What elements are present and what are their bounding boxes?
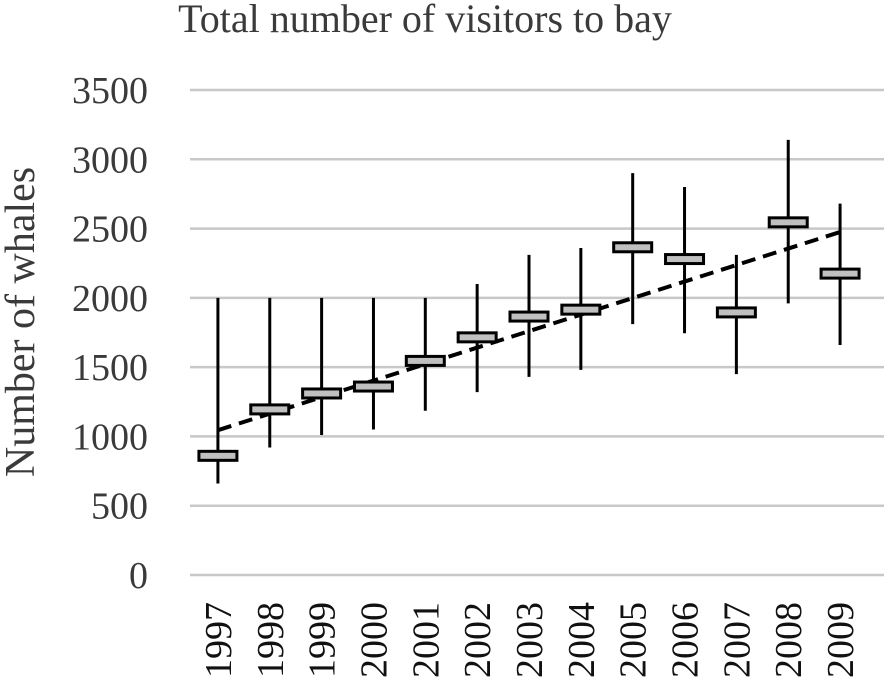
boxes (197, 216, 861, 462)
x-tick-label: 1999 (302, 602, 344, 678)
box (560, 303, 602, 316)
x-tick-label: 1997 (198, 602, 240, 678)
x-tick-label: 1998 (250, 602, 292, 678)
x-tick-label: 2007 (716, 602, 758, 678)
y-axis-label: Number of whales (0, 167, 44, 477)
box (249, 403, 291, 416)
gridlines (190, 88, 884, 577)
box (715, 306, 757, 319)
box (767, 216, 809, 229)
box (819, 267, 861, 280)
y-tick-label: 2000 (72, 278, 148, 320)
x-tick-label: 2003 (509, 602, 551, 678)
y-tick-label: 3000 (72, 139, 148, 181)
y-tick-label: 3500 (72, 70, 148, 112)
x-tick-label: 2008 (768, 602, 810, 678)
y-tick-labels: 0 500 1000 1500 2000 2500 3000 3500 (72, 70, 148, 597)
y-tick-label: 2500 (72, 209, 148, 251)
x-tick-label: 2009 (820, 602, 862, 678)
y-tick-label: 1500 (72, 347, 148, 389)
y-tick-label: 1000 (72, 416, 148, 458)
box (456, 331, 498, 344)
x-tick-label: 2001 (405, 602, 447, 678)
chart-title: Total number of visitors to bay (178, 0, 672, 41)
x-tick-label: 2002 (457, 602, 499, 678)
y-tick-label: 500 (91, 486, 148, 528)
box (664, 253, 706, 266)
box (508, 310, 550, 323)
box (612, 241, 654, 254)
box (404, 354, 446, 367)
x-tick-label: 2000 (353, 602, 395, 678)
x-tick-label: 2004 (561, 602, 603, 678)
x-tick-labels: 1997 1998 1999 2000 2001 2002 2003 2004 2005 2006… (198, 602, 862, 678)
y-tick-label: 0 (129, 555, 148, 597)
box (301, 387, 343, 400)
x-tick-label: 2006 (665, 602, 707, 678)
x-tick-label: 2005 (613, 602, 655, 678)
box (197, 449, 239, 462)
box (352, 380, 394, 393)
